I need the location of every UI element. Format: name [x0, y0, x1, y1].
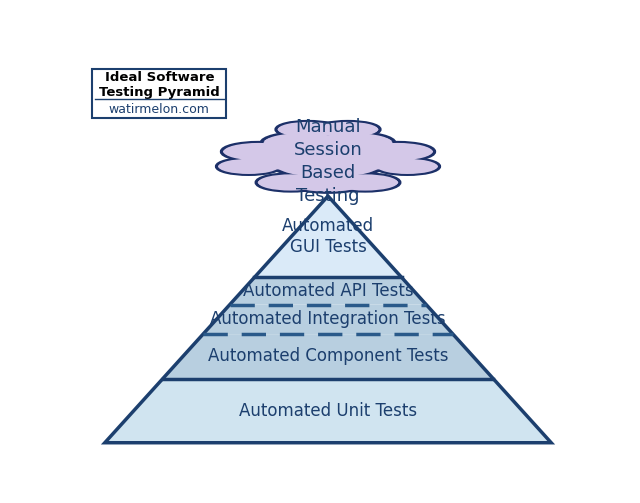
Ellipse shape [278, 122, 339, 137]
Ellipse shape [333, 175, 398, 191]
Text: Automated Integration Tests: Automated Integration Tests [210, 310, 446, 328]
Text: Manual
Session
Based
Testing: Manual Session Based Testing [294, 118, 362, 205]
Ellipse shape [328, 148, 417, 170]
Polygon shape [254, 196, 402, 278]
FancyBboxPatch shape [92, 69, 227, 118]
Ellipse shape [221, 142, 296, 161]
Ellipse shape [377, 159, 438, 174]
Polygon shape [105, 379, 551, 443]
Ellipse shape [276, 121, 340, 137]
Ellipse shape [258, 175, 323, 191]
Text: Automated Component Tests: Automated Component Tests [208, 348, 448, 365]
Text: Ideal Software
Testing Pyramid: Ideal Software Testing Pyramid [99, 71, 220, 100]
Ellipse shape [288, 173, 368, 192]
Ellipse shape [362, 143, 433, 160]
Polygon shape [230, 278, 426, 305]
Ellipse shape [261, 132, 346, 153]
Ellipse shape [360, 142, 435, 161]
Ellipse shape [330, 174, 400, 191]
Ellipse shape [375, 158, 440, 175]
Text: watirmelon.com: watirmelon.com [109, 103, 210, 116]
Text: Automated Unit Tests: Automated Unit Tests [239, 402, 417, 420]
Polygon shape [203, 305, 453, 334]
Ellipse shape [241, 148, 325, 170]
Text: Automated
GUI Tests: Automated GUI Tests [282, 217, 374, 256]
Ellipse shape [271, 150, 385, 178]
Ellipse shape [310, 132, 395, 153]
Text: Automated API Tests: Automated API Tests [243, 282, 413, 300]
Ellipse shape [291, 173, 365, 192]
Polygon shape [163, 334, 493, 379]
Ellipse shape [239, 148, 328, 170]
Ellipse shape [218, 159, 279, 174]
Ellipse shape [331, 148, 415, 170]
Ellipse shape [256, 174, 326, 191]
Ellipse shape [223, 143, 294, 160]
Ellipse shape [264, 133, 343, 153]
Ellipse shape [313, 133, 392, 153]
Ellipse shape [317, 122, 378, 137]
Ellipse shape [216, 158, 281, 175]
Ellipse shape [316, 121, 380, 137]
Ellipse shape [275, 150, 381, 178]
